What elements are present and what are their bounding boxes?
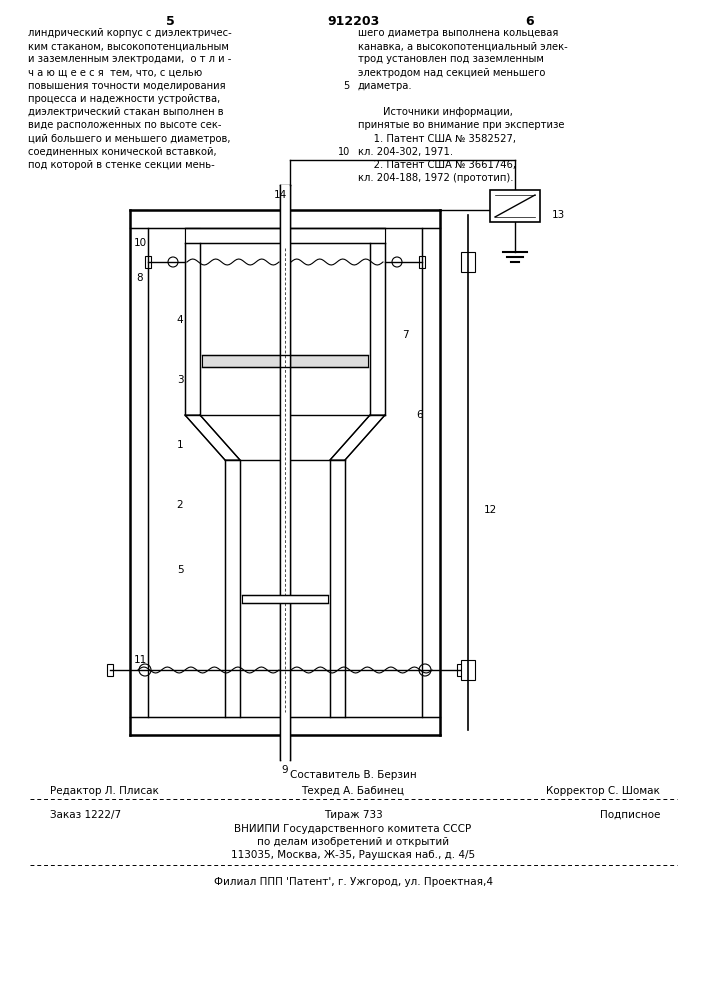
Text: Составитель В. Берзин: Составитель В. Берзин [290, 770, 416, 780]
Text: 9: 9 [281, 765, 288, 775]
Text: Тираж 733: Тираж 733 [324, 810, 382, 820]
Text: 10: 10 [134, 238, 146, 248]
Circle shape [139, 664, 151, 676]
Text: линдрический корпус с диэлектричес-: линдрический корпус с диэлектричес- [28, 28, 232, 38]
Text: трод установлен под заземленным: трод установлен под заземленным [358, 54, 544, 64]
Bar [490, 190, 540, 222]
Bar [130, 210, 440, 228]
Bar [419, 256, 425, 268]
Text: Заказ 1222/7: Заказ 1222/7 [50, 810, 121, 820]
Bar [370, 228, 385, 415]
Bar [461, 252, 475, 272]
Bar [370, 228, 385, 415]
Text: 8: 8 [136, 273, 144, 283]
Text: 3: 3 [177, 375, 183, 385]
Text: по делам изобретений и открытий: по делам изобретений и открытий [257, 837, 449, 847]
Text: электродом над секцией меньшего: электродом над секцией меньшего [358, 68, 545, 78]
Text: 10: 10 [338, 147, 350, 157]
Text: 2. Патент США № 3661746,: 2. Патент США № 3661746, [358, 160, 516, 170]
Text: соединенных конической вставкой,: соединенных конической вставкой, [28, 147, 216, 157]
Text: Корректор С. Шомак: Корректор С. Шомак [546, 786, 660, 796]
Text: виде расположенных по высоте сек-: виде расположенных по высоте сек- [28, 120, 221, 130]
Bar [130, 210, 148, 735]
Text: 1: 1 [177, 440, 183, 450]
Text: 2: 2 [177, 500, 183, 510]
Text: ч а ю щ е е с я  тем, что, с целью: ч а ю щ е е с я тем, что, с целью [28, 68, 202, 78]
Bar [330, 460, 345, 717]
Text: 13: 13 [551, 210, 565, 220]
Bar [130, 210, 148, 735]
Bar [130, 717, 440, 735]
Text: Редактор Л. Плисак: Редактор Л. Плисак [50, 786, 159, 796]
Text: 1. Патент США № 3582527,: 1. Патент США № 3582527, [358, 134, 516, 144]
Text: ций большего и меньшего диаметров,: ций большего и меньшего диаметров, [28, 134, 230, 144]
Text: диэлектрический стакан выполнен в: диэлектрический стакан выполнен в [28, 107, 223, 117]
Circle shape [419, 664, 431, 676]
Circle shape [392, 257, 402, 267]
Bar [130, 210, 440, 228]
Bar [145, 256, 151, 268]
Text: под которой в стенке секции мень-: под которой в стенке секции мень- [28, 160, 215, 170]
Text: 5: 5 [165, 15, 175, 28]
Text: и заземленным электродами,  о т л и -: и заземленным электродами, о т л и - [28, 54, 231, 64]
Text: Подписное: Подписное [600, 810, 660, 820]
Polygon shape [185, 415, 240, 460]
Text: 5: 5 [343, 81, 349, 91]
Text: кл. 204-188, 1972 (прототип).: кл. 204-188, 1972 (прототип). [358, 173, 513, 183]
Text: 12: 12 [484, 505, 496, 515]
Bar [225, 460, 240, 717]
Circle shape [168, 257, 178, 267]
Text: 11: 11 [134, 655, 146, 665]
Text: 4: 4 [177, 315, 183, 325]
Bar [457, 664, 463, 676]
Bar [461, 660, 475, 680]
Bar [242, 595, 328, 603]
Text: Источники информации,: Источники информации, [358, 107, 513, 117]
Text: процесса и надежности устройства,: процесса и надежности устройства, [28, 94, 221, 104]
Bar [185, 228, 385, 243]
Bar [202, 355, 368, 367]
Text: Филиал ППП 'Патент', г. Ужгород, ул. Проектная,4: Филиал ППП 'Патент', г. Ужгород, ул. Про… [214, 877, 493, 887]
Text: кл. 204-302, 1971.: кл. 204-302, 1971. [358, 147, 453, 157]
Bar [107, 664, 113, 676]
Bar [330, 460, 345, 717]
Text: диаметра.: диаметра. [358, 81, 413, 91]
Bar [422, 210, 440, 735]
Text: шего диаметра выполнена кольцевая: шего диаметра выполнена кольцевая [358, 28, 559, 38]
Bar [225, 460, 240, 717]
Text: 7: 7 [402, 330, 409, 340]
Text: 6: 6 [416, 410, 423, 420]
Text: 14: 14 [274, 190, 286, 200]
Bar [280, 185, 290, 760]
Text: Техред А. Бабинец: Техред А. Бабинец [301, 786, 404, 796]
Text: принятые во внимание при экспертизе: принятые во внимание при экспертизе [358, 120, 564, 130]
Text: 5: 5 [177, 565, 183, 575]
Text: 912203: 912203 [327, 15, 379, 28]
Text: канавка, а высокопотенциальный элек-: канавка, а высокопотенциальный элек- [358, 41, 568, 51]
Text: 6: 6 [526, 15, 534, 28]
Polygon shape [330, 415, 385, 460]
Bar [422, 210, 440, 735]
Text: ВНИИПИ Государственного комитета СССР: ВНИИПИ Государственного комитета СССР [235, 824, 472, 834]
Bar [185, 228, 200, 415]
Text: ким стаканом, высокопотенциальным: ким стаканом, высокопотенциальным [28, 41, 229, 51]
Text: 113035, Москва, Ж-35, Раушская наб., д. 4/5: 113035, Москва, Ж-35, Раушская наб., д. … [231, 850, 475, 860]
Bar [185, 228, 385, 243]
Bar [130, 717, 440, 735]
Bar [202, 355, 368, 367]
Text: повышения точности моделирования: повышения точности моделирования [28, 81, 226, 91]
Bar [185, 228, 200, 415]
